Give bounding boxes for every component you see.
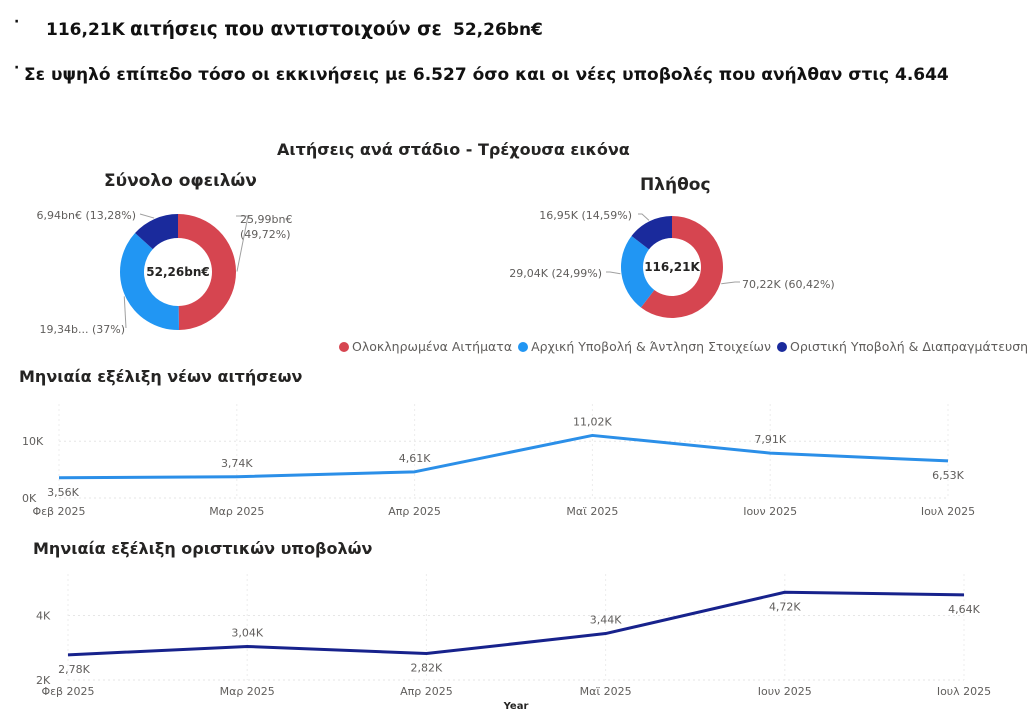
data-label: 4,61K [399, 452, 431, 465]
data-label: 4,72K [769, 600, 801, 613]
data-label: 7,91K [754, 433, 786, 446]
donut-data-label: 19,34b... (37%) [40, 323, 126, 336]
data-label: 11,02K [573, 415, 612, 428]
x-tick-label: Ιουλ 2025 [937, 685, 991, 698]
x-tick-label: Ιουλ 2025 [921, 505, 975, 518]
legend-dot [339, 341, 349, 352]
donut-data-label: 29,04K (24,99%) [509, 267, 602, 280]
donut-data-label: (49,72%) [240, 228, 291, 241]
legend-label: Ολοκληρωμένα Αιτήματα [352, 339, 513, 354]
x-tick-label: Ιουν 2025 [743, 505, 797, 518]
x-tick-label: Φεβ 2025 [32, 505, 85, 518]
section-title: Αιτήσεις ανά στάδιο - Τρέχουσα εικόνα [277, 140, 630, 159]
donut-leader-line [236, 215, 249, 272]
x-tick-label: Απρ 2025 [388, 505, 441, 518]
x-tick-label: Μαρ 2025 [209, 505, 264, 518]
y-tick-label: 0K [22, 492, 37, 505]
data-label: 3,56K [47, 486, 79, 499]
donut-slice[interactable] [640, 216, 723, 318]
donut-slice[interactable] [631, 216, 672, 250]
legend-item[interactable]: Ολοκληρωμένα Αιτήματα [339, 339, 512, 354]
donut-debt-title: Σύνολο οφειλών [104, 171, 257, 191]
kpi-count: 116,21K [46, 20, 125, 40]
donut-slice[interactable] [621, 235, 655, 308]
x-tick-label: Ιουν 2025 [758, 685, 812, 698]
donut-slice[interactable] [178, 214, 237, 330]
data-label: 2,82K [411, 662, 443, 675]
kpi-amount: 52,26bn€ [453, 20, 543, 40]
legend-label: Αρχική Υποβολή & Άντληση Στοιχείων [531, 339, 771, 354]
summary-bullet: · [14, 60, 20, 76]
data-label: 3,44K [590, 614, 622, 627]
data-label: 3,74K [221, 457, 253, 470]
line-final-title: Μηνιαία εξέλιξη οριστικών υποβολών [33, 539, 373, 558]
legend-item[interactable]: Οριστική Υποβολή & Διαπραγμάτευση [776, 339, 1029, 354]
x-tick-label: Μαϊ 2025 [580, 685, 632, 698]
y-tick-label: 2K [36, 674, 51, 687]
donut-data-label: 16,95K (14,59%) [539, 209, 632, 222]
data-label: 4,64K [948, 603, 980, 616]
legend-item[interactable]: Αρχική Υποβολή & Άντληση Στοιχείων [518, 339, 771, 354]
donut-center-label: 116,21K [644, 260, 700, 274]
donut-slice[interactable] [120, 233, 180, 330]
x-axis-title: Year [503, 701, 529, 712]
line-new-chart: 0K 10K Φεβ 2025 Μαρ 2025 Απρ 2025 Μαϊ 2025 Ιου… [22, 404, 975, 518]
data-label: 2,78K [58, 663, 90, 676]
x-tick-label: Μαρ 2025 [220, 685, 275, 698]
donut-leader-line [139, 213, 155, 219]
data-label: 3,04K [231, 626, 263, 639]
donut-leader-line [638, 213, 650, 221]
kpi-bullet: · [14, 14, 20, 30]
donut-leader-line [721, 281, 740, 285]
donut-leader-line [606, 271, 621, 275]
legend-dot [776, 341, 787, 352]
donut-debt-chart: 25,99bn€ (49,72%) 19,34b... (37%) 6,94bn€ (… [37, 209, 293, 336]
donut-count-title: Πλήθος [640, 175, 711, 195]
series-line[interactable] [67, 590, 965, 657]
series-line[interactable] [58, 433, 949, 480]
donut-data-label: 25,99bn€ [240, 213, 292, 226]
x-tick-label: Φεβ 2025 [41, 685, 94, 698]
x-tick-label: Μαϊ 2025 [566, 505, 618, 518]
data-label: 6,53K [932, 469, 964, 482]
line-new-title: Μηνιαία εξέλιξη νέων αιτήσεων [19, 367, 303, 386]
donut-center-label: 52,26bn€ [146, 265, 209, 279]
summary-text: Σε υψηλό επίπεδο τόσο οι εκκινήσεις με 6… [24, 65, 949, 85]
donut-leader-line [123, 296, 127, 329]
donut-data-label: 70,22K (60,42%) [742, 278, 835, 291]
donut-data-label: 6,94bn€ (13,28%) [37, 209, 136, 222]
x-tick-label: Απρ 2025 [400, 685, 453, 698]
donut-slice[interactable] [135, 214, 178, 250]
donut-count-chart: 70,22K (60,42%) 29,04K (24,99%) 16,95K (14… [509, 209, 835, 318]
y-tick-label: 4K [36, 609, 51, 622]
legend-dot [518, 341, 529, 352]
legend: Ολοκληρωμένα Αιτήματα Αρχική Υποβολή & Άν… [339, 339, 1033, 354]
legend-label: Οριστική Υποβολή & Διαπραγμάτευση [789, 339, 1029, 354]
line-final-chart: 2K 4K Φεβ 2025 Μαρ 2025 Απρ 2025 Μαϊ 2025 Ιουν… [36, 574, 991, 712]
y-tick-label: 10K [22, 435, 44, 448]
kpi-text: αιτήσεις που αντιστοιχούν σε [130, 19, 442, 40]
